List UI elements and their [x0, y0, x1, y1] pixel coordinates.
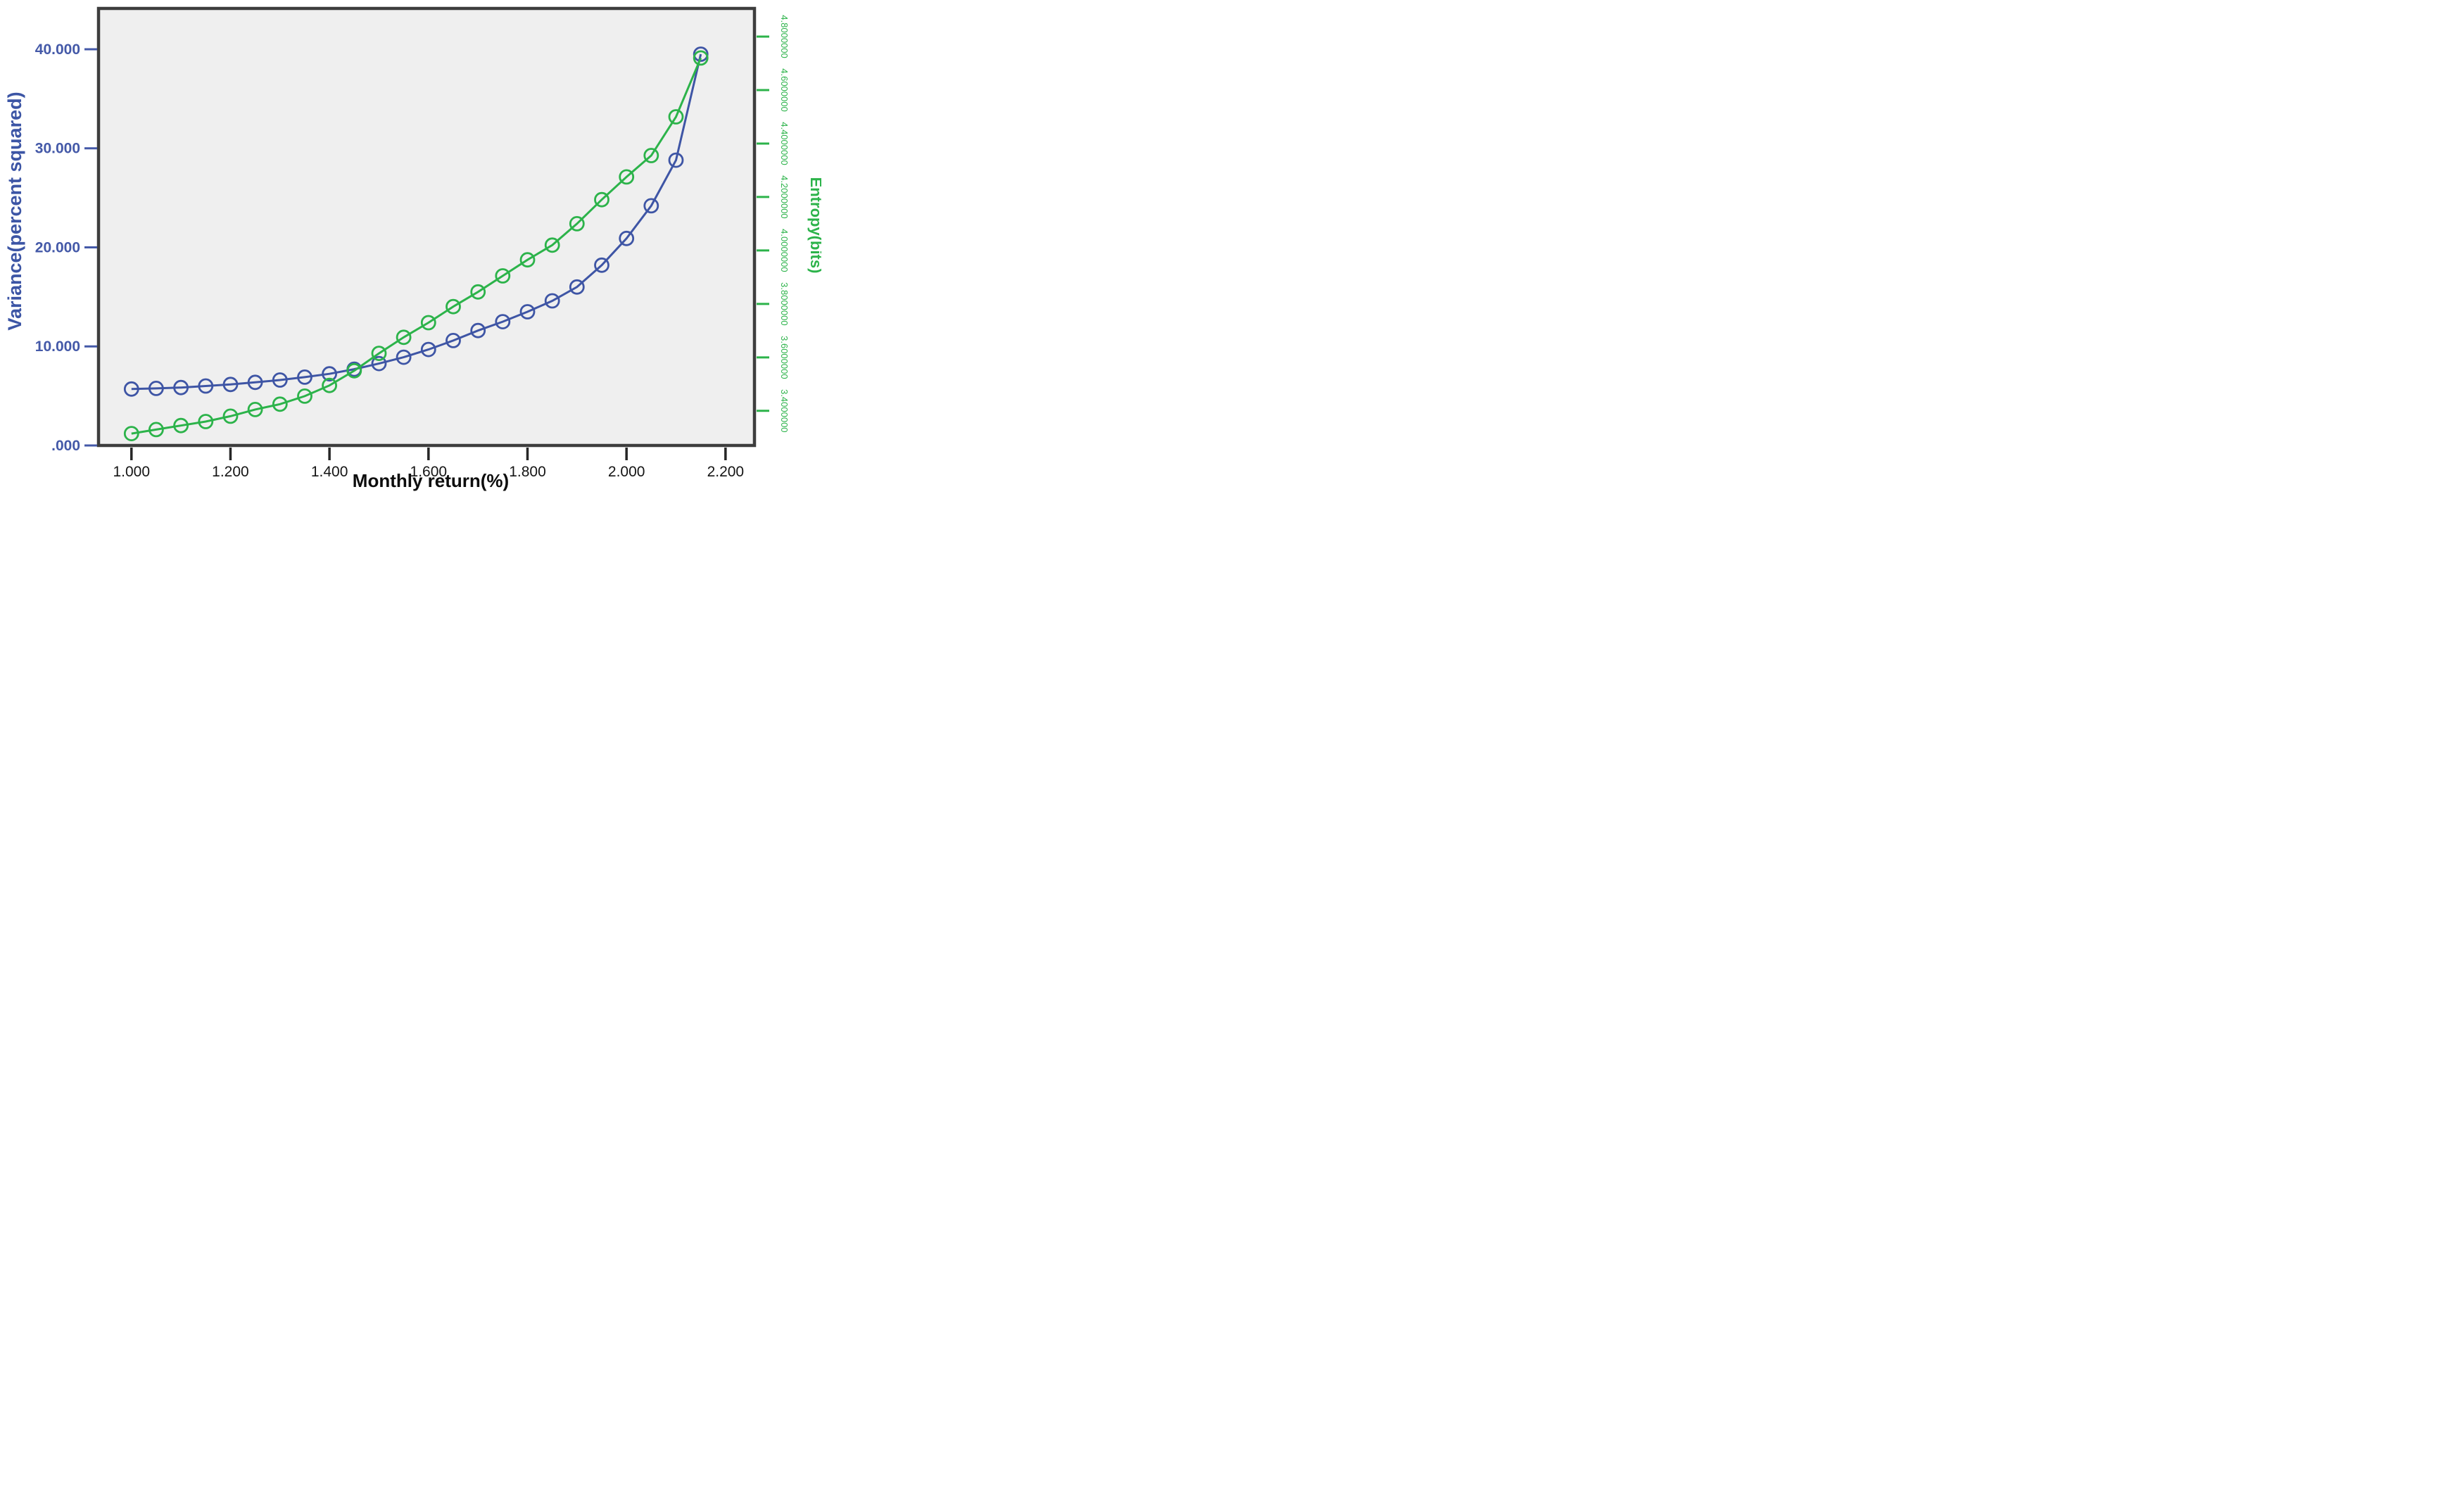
y-right-axis-tick-label: 3.8000000	[779, 282, 790, 325]
variance-data-point-marker	[693, 46, 709, 62]
x-axis-tick-label: 1.000	[113, 464, 150, 480]
entropy-data-point-marker	[594, 191, 609, 208]
variance-data-point-marker	[544, 293, 560, 309]
variance-data-point-marker	[420, 341, 436, 357]
entropy-data-point-marker	[272, 396, 288, 412]
entropy-data-point-marker	[569, 215, 585, 232]
y-left-axis-tick-label: .000	[51, 438, 80, 454]
variance-data-point-marker	[619, 230, 635, 246]
variance-data-point-marker	[222, 377, 239, 393]
y-left-axis-tick-label: 10.000	[35, 338, 80, 355]
plot-area	[96, 6, 757, 448]
entropy-data-point-marker	[396, 329, 412, 346]
entropy-data-point-marker	[619, 169, 635, 185]
entropy-data-point-marker	[519, 252, 536, 268]
entropy-data-point-marker	[222, 408, 239, 424]
y-left-axis-tick-label: 30.000	[35, 141, 80, 157]
variance-data-point-marker	[495, 314, 511, 330]
entropy-data-point-marker	[643, 148, 659, 163]
entropy-data-point-marker	[123, 426, 139, 441]
variance-data-point-marker	[123, 381, 139, 397]
variance-data-point-marker	[446, 332, 461, 348]
entropy-data-point-marker	[297, 388, 312, 404]
entropy-data-point-marker	[148, 422, 164, 438]
y-right-axis-tick-label: 4.4000000	[779, 122, 790, 165]
y-left-axis-ticks: 40.000 30.000 20.000 10.000 .000	[35, 42, 97, 454]
entropy-data-point-marker	[420, 315, 436, 331]
entropy-series-line	[131, 57, 702, 435]
variance-data-point-marker	[668, 152, 684, 168]
variance-data-point-marker	[247, 374, 263, 391]
x-axis-tick-label: 1.200	[212, 464, 249, 480]
y-left-axis-tick-label: 20.000	[35, 239, 80, 255]
y-right-axis-tick-label: 4.2000000	[779, 175, 790, 218]
entropy-data-point-marker	[346, 362, 362, 379]
x-axis-title: Monthly return(%)	[353, 470, 509, 491]
entropy-data-point-marker	[322, 377, 338, 393]
entropy-data-point-marker	[693, 50, 709, 66]
dual-axis-line-chart: 1.000 1.200 1.400 1.600 1.800 2.000 2.200 40.0…	[0, 0, 821, 495]
entropy-data-point-marker	[544, 237, 560, 253]
y-right-axis-tick-label: 3.4000000	[779, 389, 790, 432]
variance-data-point-marker	[148, 381, 164, 396]
x-axis-tick-label: 2.200	[707, 464, 745, 480]
line-chart-svg: 1.000 1.200 1.400 1.600 1.800 2.000 2.200 40.0…	[4, 6, 821, 491]
y-right-axis-tick-label: 3.6000000	[779, 336, 790, 379]
entropy-data-point-marker	[446, 298, 461, 315]
variance-data-point-marker	[396, 349, 412, 365]
x-axis-tick-label: 1.600	[410, 464, 448, 480]
x-axis-tick-label: 1.800	[509, 464, 546, 480]
y-right-axis-tick-label: 4.0000000	[779, 229, 790, 272]
y-right-axis-ticks: 4.8000000 4.6000000 4.4000000 4.2000000 4.00…	[757, 15, 790, 433]
x-axis-ticks: 1.000 1.200 1.400 1.600 1.800 2.000 2.200	[113, 448, 744, 480]
entropy-data-point-marker	[247, 402, 263, 417]
variance-data-point-marker	[297, 369, 312, 385]
variance-data-point-marker	[173, 379, 189, 396]
entropy-data-point-marker	[371, 346, 387, 362]
variance-data-point-marker	[322, 366, 338, 382]
y-right-axis-tick-label: 4.6000000	[779, 68, 790, 111]
entropy-data-point-marker	[470, 284, 486, 300]
variance-data-point-marker	[371, 355, 387, 372]
variance-data-point-marker	[643, 198, 659, 214]
variance-data-point-marker	[519, 304, 536, 319]
entropy-data-point-marker	[198, 414, 214, 429]
variance-data-point-marker	[470, 322, 486, 338]
variance-data-point-marker	[272, 372, 288, 388]
y-left-axis-title: Variance(percent squared)	[4, 91, 25, 330]
x-axis-tick-label: 2.000	[608, 464, 645, 480]
data-series	[123, 46, 709, 441]
entropy-data-point-marker	[495, 268, 511, 284]
entropy-data-point-marker	[173, 417, 189, 434]
variance-data-point-marker	[594, 257, 609, 273]
y-left-axis-tick-label: 40.000	[35, 42, 80, 58]
y-right-axis-title: Entropy(bits)	[807, 177, 821, 274]
y-right-axis-tick-label: 4.8000000	[779, 15, 790, 58]
x-axis-tick-label: 1.400	[311, 464, 348, 480]
variance-data-point-marker	[569, 279, 585, 295]
entropy-data-point-marker	[668, 109, 684, 125]
variance-data-point-marker	[198, 378, 214, 394]
